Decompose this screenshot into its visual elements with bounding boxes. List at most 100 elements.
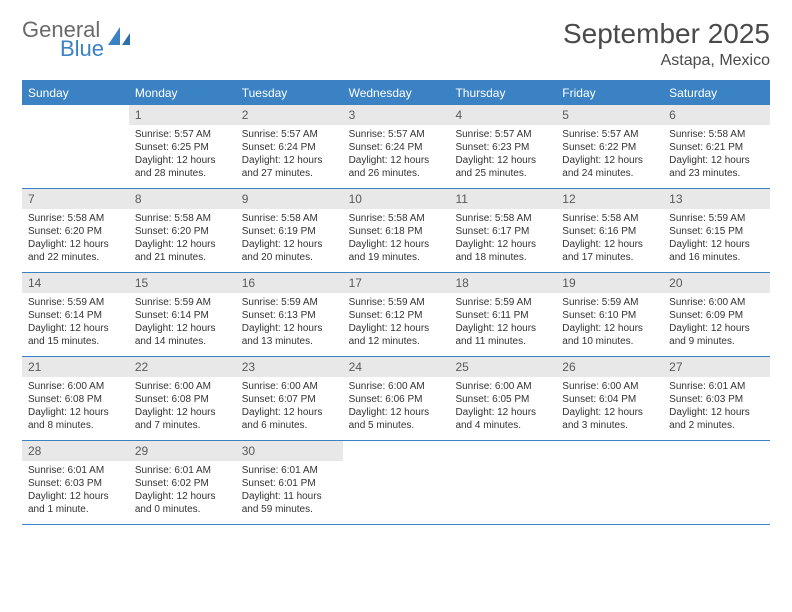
day-number: 7 [22, 189, 129, 209]
sunset-text: Sunset: 6:11 PM [455, 309, 550, 322]
day-body: Sunrise: 6:00 AMSunset: 6:05 PMDaylight:… [449, 377, 556, 440]
day-number: 30 [236, 441, 343, 461]
daylight-text-2: and 22 minutes. [28, 251, 123, 264]
brand-logo: General Blue [22, 18, 134, 60]
day-number: 28 [22, 441, 129, 461]
day-body: Sunrise: 5:58 AMSunset: 6:20 PMDaylight:… [22, 209, 129, 272]
day-body: Sunrise: 6:01 AMSunset: 6:02 PMDaylight:… [129, 461, 236, 524]
header: General Blue September 2025 Astapa, Mexi… [22, 18, 770, 70]
day-number: 26 [556, 357, 663, 377]
sunset-text: Sunset: 6:24 PM [242, 141, 337, 154]
day-cell: 19Sunrise: 5:59 AMSunset: 6:10 PMDayligh… [556, 273, 663, 356]
day-body: Sunrise: 6:00 AMSunset: 6:07 PMDaylight:… [236, 377, 343, 440]
day-cell: 11Sunrise: 5:58 AMSunset: 6:17 PMDayligh… [449, 189, 556, 272]
daylight-text-2: and 4 minutes. [455, 419, 550, 432]
daylight-text-1: Daylight: 12 hours [455, 238, 550, 251]
day-number: 8 [129, 189, 236, 209]
day-number: 5 [556, 105, 663, 125]
day-body [449, 447, 556, 458]
day-number: 2 [236, 105, 343, 125]
daylight-text-1: Daylight: 12 hours [349, 406, 444, 419]
sunset-text: Sunset: 6:06 PM [349, 393, 444, 406]
day-number: 20 [663, 273, 770, 293]
day-cell: 24 Sunrise: 6:00 AMSunset: 6:06 PMDayligh… [343, 357, 450, 440]
daylight-text-2: and 28 minutes. [135, 167, 230, 180]
daylight-text-2: and 2 minutes. [669, 419, 764, 432]
day-body: Sunrise: 5:57 AMSunset: 6:24 PMDaylight:… [236, 125, 343, 188]
daylight-text-1: Daylight: 12 hours [349, 238, 444, 251]
sunset-text: Sunset: 6:08 PM [28, 393, 123, 406]
day-cell: 22Sunrise: 6:00 AMSunset: 6:08 PMDayligh… [129, 357, 236, 440]
sunrise-text: Sunrise: 5:59 AM [455, 296, 550, 309]
day-body [663, 447, 770, 458]
day-body: Sunrise: 5:58 AMSunset: 6:21 PMDaylight:… [663, 125, 770, 188]
day-body: Sunrise: 6:00 AMSunset: 6:04 PMDaylight:… [556, 377, 663, 440]
day-cell: 28Sunrise: 6:01 AMSunset: 6:03 PMDayligh… [22, 441, 129, 524]
daylight-text-2: and 8 minutes. [28, 419, 123, 432]
day-number: 16 [236, 273, 343, 293]
daylight-text-1: Daylight: 12 hours [562, 238, 657, 251]
sunset-text: Sunset: 6:25 PM [135, 141, 230, 154]
daylight-text-1: Daylight: 12 hours [562, 154, 657, 167]
daylight-text-2: and 26 minutes. [349, 167, 444, 180]
day-number: 1 [129, 105, 236, 125]
day-body: Sunrise: 5:59 AMSunset: 6:14 PMDaylight:… [22, 293, 129, 356]
day-cell [343, 441, 450, 524]
day-cell: 14Sunrise: 5:59 AMSunset: 6:14 PMDayligh… [22, 273, 129, 356]
sunset-text: Sunset: 6:04 PM [562, 393, 657, 406]
sunrise-text: Sunrise: 5:59 AM [349, 296, 444, 309]
dayhead-tue: Tuesday [236, 81, 343, 105]
day-body: Sunrise: 5:57 AMSunset: 6:25 PMDaylight:… [129, 125, 236, 188]
dayhead-thu: Thursday [449, 81, 556, 105]
daylight-text-1: Daylight: 12 hours [455, 406, 550, 419]
day-cell: 10Sunrise: 5:58 AMSunset: 6:18 PMDayligh… [343, 189, 450, 272]
day-number: 12 [556, 189, 663, 209]
day-cell: 12Sunrise: 5:58 AMSunset: 6:16 PMDayligh… [556, 189, 663, 272]
day-body [343, 447, 450, 458]
day-body: Sunrise: 5:58 AMSunset: 6:16 PMDaylight:… [556, 209, 663, 272]
daylight-text-1: Daylight: 12 hours [349, 322, 444, 335]
daylight-text-1: Daylight: 12 hours [28, 490, 123, 503]
week-row: 21Sunrise: 6:00 AMSunset: 6:08 PMDayligh… [22, 357, 770, 441]
title-block: September 2025 Astapa, Mexico [563, 18, 770, 70]
sunrise-text: Sunrise: 6:00 AM [669, 296, 764, 309]
week-row: 28Sunrise: 6:01 AMSunset: 6:03 PMDayligh… [22, 441, 770, 525]
day-cell: 29Sunrise: 6:01 AMSunset: 6:02 PMDayligh… [129, 441, 236, 524]
sunset-text: Sunset: 6:03 PM [669, 393, 764, 406]
day-number: 29 [129, 441, 236, 461]
day-cell [663, 441, 770, 524]
day-number: 14 [22, 273, 129, 293]
day-cell: 18Sunrise: 5:59 AMSunset: 6:11 PMDayligh… [449, 273, 556, 356]
daylight-text-1: Daylight: 12 hours [28, 322, 123, 335]
day-number: 24 [343, 357, 450, 377]
sunset-text: Sunset: 6:16 PM [562, 225, 657, 238]
day-body: Sunrise: 5:57 AMSunset: 6:22 PMDaylight:… [556, 125, 663, 188]
daylight-text-2: and 24 minutes. [562, 167, 657, 180]
daylight-text-1: Daylight: 12 hours [242, 322, 337, 335]
sunrise-text: Sunrise: 5:59 AM [562, 296, 657, 309]
sunrise-text: Sunrise: 6:00 AM [349, 380, 444, 393]
week-row: 14Sunrise: 5:59 AMSunset: 6:14 PMDayligh… [22, 273, 770, 357]
sunset-text: Sunset: 6:15 PM [669, 225, 764, 238]
daylight-text-1: Daylight: 12 hours [669, 406, 764, 419]
sunset-text: Sunset: 6:17 PM [455, 225, 550, 238]
daylight-text-1: Daylight: 12 hours [242, 154, 337, 167]
day-cell: 6Sunrise: 5:58 AMSunset: 6:21 PMDaylight… [663, 105, 770, 188]
day-cell: 3Sunrise: 5:57 AMSunset: 6:24 PMDaylight… [343, 105, 450, 188]
day-cell: 1Sunrise: 5:57 AMSunset: 6:25 PMDaylight… [129, 105, 236, 188]
week-row: 7Sunrise: 5:58 AMSunset: 6:20 PMDaylight… [22, 189, 770, 273]
sunset-text: Sunset: 6:24 PM [349, 141, 444, 154]
sunrise-text: Sunrise: 5:58 AM [669, 128, 764, 141]
sunrise-text: Sunrise: 5:59 AM [28, 296, 123, 309]
sunset-text: Sunset: 6:19 PM [242, 225, 337, 238]
day-number: 13 [663, 189, 770, 209]
day-cell [449, 441, 556, 524]
sunrise-text: Sunrise: 5:57 AM [242, 128, 337, 141]
daylight-text-2: and 21 minutes. [135, 251, 230, 264]
day-cell: 7Sunrise: 5:58 AMSunset: 6:20 PMDaylight… [22, 189, 129, 272]
sunrise-text: Sunrise: 6:01 AM [242, 464, 337, 477]
daylight-text-1: Daylight: 12 hours [349, 154, 444, 167]
sunset-text: Sunset: 6:10 PM [562, 309, 657, 322]
day-cell [22, 105, 129, 188]
daylight-text-2: and 5 minutes. [349, 419, 444, 432]
